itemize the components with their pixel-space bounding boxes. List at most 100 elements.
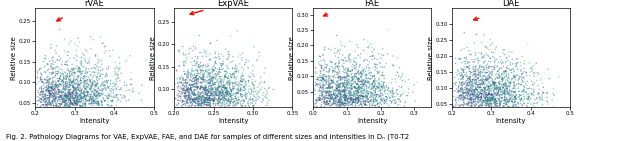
Point: [209, 76, 220, 79]
Point: [198, 70, 209, 72]
Point: [326, 91, 336, 93]
Point: [312, 78, 323, 80]
Point: [229, 82, 239, 84]
Point: [103, 79, 113, 82]
Point: [329, 100, 339, 103]
Point: [492, 102, 502, 104]
Point: [221, 70, 232, 72]
Point: [45, 86, 56, 88]
Point: [536, 77, 547, 79]
Point: [470, 86, 481, 88]
Point: [470, 104, 481, 107]
Point: [461, 103, 472, 106]
Point: [509, 84, 519, 87]
Point: [57, 90, 67, 92]
Point: [183, 75, 193, 78]
Point: [199, 49, 209, 51]
Point: [82, 85, 92, 87]
Point: [477, 88, 487, 91]
Point: [72, 80, 83, 82]
Point: [363, 91, 373, 93]
Point: [385, 96, 396, 99]
Point: [328, 102, 339, 105]
Point: [53, 72, 63, 74]
Point: [374, 83, 385, 85]
Point: [193, 79, 204, 81]
Point: [477, 101, 488, 103]
Point: [500, 82, 510, 84]
Point: [54, 93, 65, 96]
Point: [330, 94, 340, 96]
Point: [326, 86, 337, 89]
Point: [353, 86, 364, 88]
Point: [188, 100, 198, 102]
Point: [177, 100, 188, 102]
Point: [81, 87, 91, 90]
Point: [202, 89, 212, 91]
Point: [502, 79, 513, 81]
Point: [379, 86, 389, 88]
Point: [70, 103, 81, 105]
Point: [351, 62, 361, 64]
Point: [378, 97, 388, 100]
Point: [77, 80, 87, 82]
Point: [210, 91, 220, 94]
Point: [73, 82, 83, 84]
Point: [340, 99, 350, 101]
Point: [489, 91, 499, 93]
Point: [243, 104, 253, 106]
Point: [475, 75, 485, 77]
Point: [233, 88, 243, 91]
Point: [369, 85, 379, 88]
Point: [189, 96, 200, 99]
Point: [458, 85, 468, 87]
Point: [212, 90, 222, 93]
Point: [221, 93, 231, 96]
Point: [509, 96, 520, 98]
Point: [59, 84, 69, 86]
Point: [500, 101, 511, 103]
Point: [358, 85, 369, 87]
Point: [353, 100, 363, 103]
Point: [356, 83, 366, 85]
Point: [377, 84, 387, 87]
Point: [491, 105, 501, 107]
Point: [334, 75, 344, 78]
Point: [490, 82, 500, 84]
Point: [475, 79, 485, 82]
Point: [221, 90, 232, 92]
Point: [465, 89, 476, 91]
Point: [481, 96, 491, 98]
Point: [191, 104, 201, 107]
Point: [326, 91, 337, 93]
Point: [173, 103, 183, 105]
Point: [463, 90, 473, 92]
Point: [201, 86, 211, 88]
Point: [224, 50, 234, 53]
Point: [49, 89, 59, 91]
Point: [360, 101, 370, 103]
Point: [327, 80, 337, 82]
Point: [108, 101, 118, 103]
Point: [519, 86, 529, 88]
Point: [186, 97, 196, 99]
Point: [374, 95, 385, 97]
Point: [214, 95, 224, 98]
Point: [97, 101, 107, 103]
Point: [340, 95, 351, 97]
Point: [311, 99, 321, 101]
Point: [346, 100, 356, 102]
Point: [45, 104, 55, 106]
Point: [519, 102, 529, 105]
Point: [222, 72, 232, 74]
Point: [46, 86, 56, 89]
Point: [230, 67, 241, 70]
Point: [335, 86, 345, 89]
Point: [79, 102, 89, 105]
Point: [470, 99, 481, 101]
Point: [480, 71, 490, 73]
Point: [314, 99, 324, 101]
Point: [63, 97, 73, 100]
Point: [403, 88, 413, 90]
Point: [496, 91, 506, 93]
